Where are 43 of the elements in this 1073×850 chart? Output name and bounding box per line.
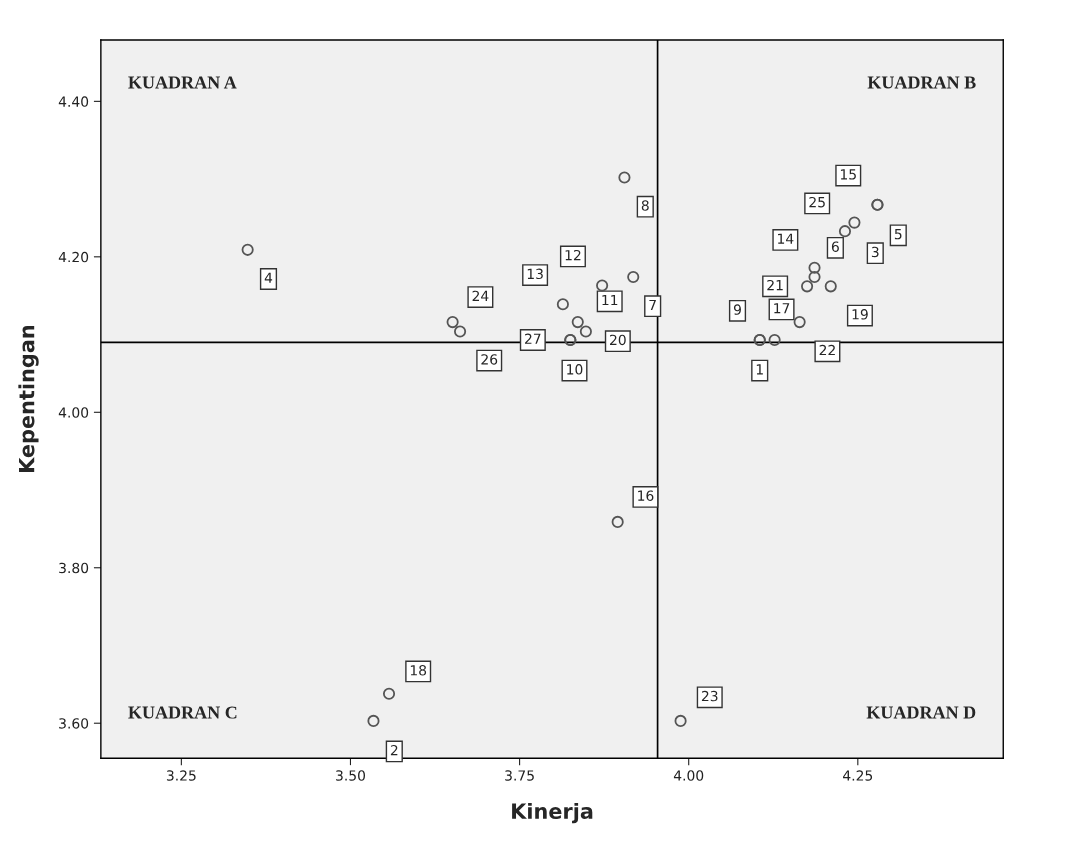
annotation: 24 xyxy=(472,290,489,301)
annotation: 3 xyxy=(871,246,879,258)
y-tick-label: 4.00 xyxy=(58,407,89,418)
x-tick-label: 4.25 xyxy=(843,770,873,781)
x-tick-label: 3.50 xyxy=(336,770,366,781)
x-tick-label: 3.75 xyxy=(505,770,534,781)
annotation: 18 xyxy=(410,664,427,676)
annotation: 9 xyxy=(733,304,741,315)
annotation: 4 xyxy=(264,272,273,283)
annotation: 16 xyxy=(638,490,654,501)
annotation: KUADRAN C xyxy=(128,706,237,719)
annotation: 25 xyxy=(809,196,825,208)
annotation: 14 xyxy=(778,233,794,244)
annotation: 23 xyxy=(701,690,718,702)
annotation: KUADRAN D xyxy=(866,706,976,719)
annotation: 13 xyxy=(527,268,543,280)
annotation: 15 xyxy=(840,169,856,180)
annotation: 27 xyxy=(525,333,541,344)
annotation: 21 xyxy=(767,279,783,291)
annotation: 1 xyxy=(756,364,763,375)
annotation: 5 xyxy=(894,229,902,240)
y-tick-label: 4.40 xyxy=(58,96,89,107)
x-tick-label: 4.00 xyxy=(673,770,704,781)
annotation: 2 xyxy=(390,744,398,756)
annotation: 11 xyxy=(602,294,618,306)
annotation: KUADRAN B xyxy=(867,76,976,89)
annotation: 20 xyxy=(610,334,626,346)
y-axis-title: Kepentingan xyxy=(18,325,39,472)
annotation: 7 xyxy=(649,299,656,311)
annotation: 17 xyxy=(774,303,790,314)
x-tick-label: 3.25 xyxy=(166,770,196,781)
x-axis-title: Kinerja xyxy=(512,802,593,824)
annotation: 26 xyxy=(481,354,498,365)
annotation: 8 xyxy=(641,200,649,211)
y-tick-label: 3.60 xyxy=(59,718,89,729)
annotation: 10 xyxy=(567,364,583,375)
annotation: 19 xyxy=(852,309,868,320)
annotation: 12 xyxy=(565,249,581,261)
y-tick-label: 3.80 xyxy=(59,562,89,574)
y-tick-label: 4.20 xyxy=(58,251,89,263)
annotation: 6 xyxy=(831,241,839,252)
annotation: KUADRAN A xyxy=(128,76,237,89)
annotation: 22 xyxy=(819,344,835,356)
